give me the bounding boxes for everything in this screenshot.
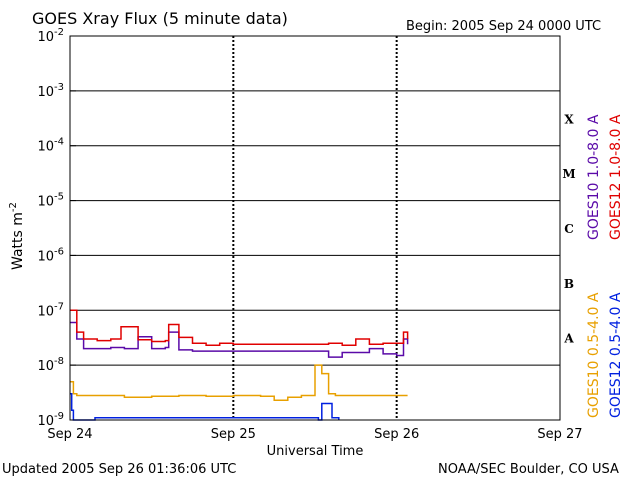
credit-text: NOAA/SEC Boulder, CO USA (438, 462, 619, 477)
y-axis-label-exponent: -2 (8, 202, 19, 212)
flare-class-label: X (564, 112, 574, 126)
y-tick-label: 10-5 (37, 192, 64, 210)
legend-entry: GOES12 1.0-8.0 A (608, 114, 624, 240)
series-line (70, 309, 409, 347)
y-tick-label: 10-9 (37, 411, 64, 429)
x-tick-label: Sep 27 (537, 427, 582, 442)
flare-class-labels: X M C B A (562, 112, 575, 345)
y-tick-label: 10-7 (37, 301, 64, 319)
flare-class-label: M (562, 167, 575, 181)
legend-entry: GOES12 0.5-4.0 A (608, 292, 624, 418)
y-axis-ticks: 10-2 10-3 10-4 10-5 10-6 10-7 10-8 10-9 (37, 27, 76, 429)
y-axis-label-text: Watts m (10, 212, 26, 270)
x-tick-label: Sep 24 (47, 427, 92, 442)
flare-class-label: C (564, 222, 574, 236)
series-lines (70, 309, 409, 421)
series-line (70, 321, 409, 358)
y-tick-label: 10-6 (37, 246, 64, 264)
legend-entry: GOES10 1.0-8.0 A (586, 114, 602, 240)
x-tick-label: Sep 25 (211, 427, 256, 442)
x-axis-label: Universal Time (267, 444, 364, 459)
updated-text: Updated 2005 Sep 26 01:36:06 UTC (2, 462, 236, 477)
legend: GOES10 1.0-8.0 A GOES12 1.0-8.0 A GOES10 0… (586, 114, 624, 418)
y-axis-label: Watts m-2 (8, 202, 26, 270)
y-tick-label: 10-2 (37, 27, 64, 45)
x-tick-label: Sep 26 (374, 427, 419, 442)
flare-class-label: A (563, 332, 574, 346)
plot-frame (69, 35, 561, 421)
plot-grid (70, 36, 560, 420)
series-line (70, 393, 340, 421)
x-axis-ticks: Sep 24 Sep 25 Sep 26 Sep 27 (47, 427, 582, 442)
y-tick-label: 10-3 (37, 82, 64, 100)
chart-title: GOES Xray Flux (5 minute data) (32, 9, 288, 28)
y-tick-label: 10-8 (37, 356, 64, 374)
legend-entry: GOES10 0.5-4.0 A (586, 292, 602, 418)
series-line (70, 364, 408, 401)
begin-label: Begin: 2005 Sep 24 0000 UTC (406, 19, 601, 34)
y-tick-label: 10-4 (37, 137, 64, 155)
svg-text:Watts m-2: Watts m-2 (8, 202, 26, 270)
flare-class-label: B (564, 277, 574, 291)
